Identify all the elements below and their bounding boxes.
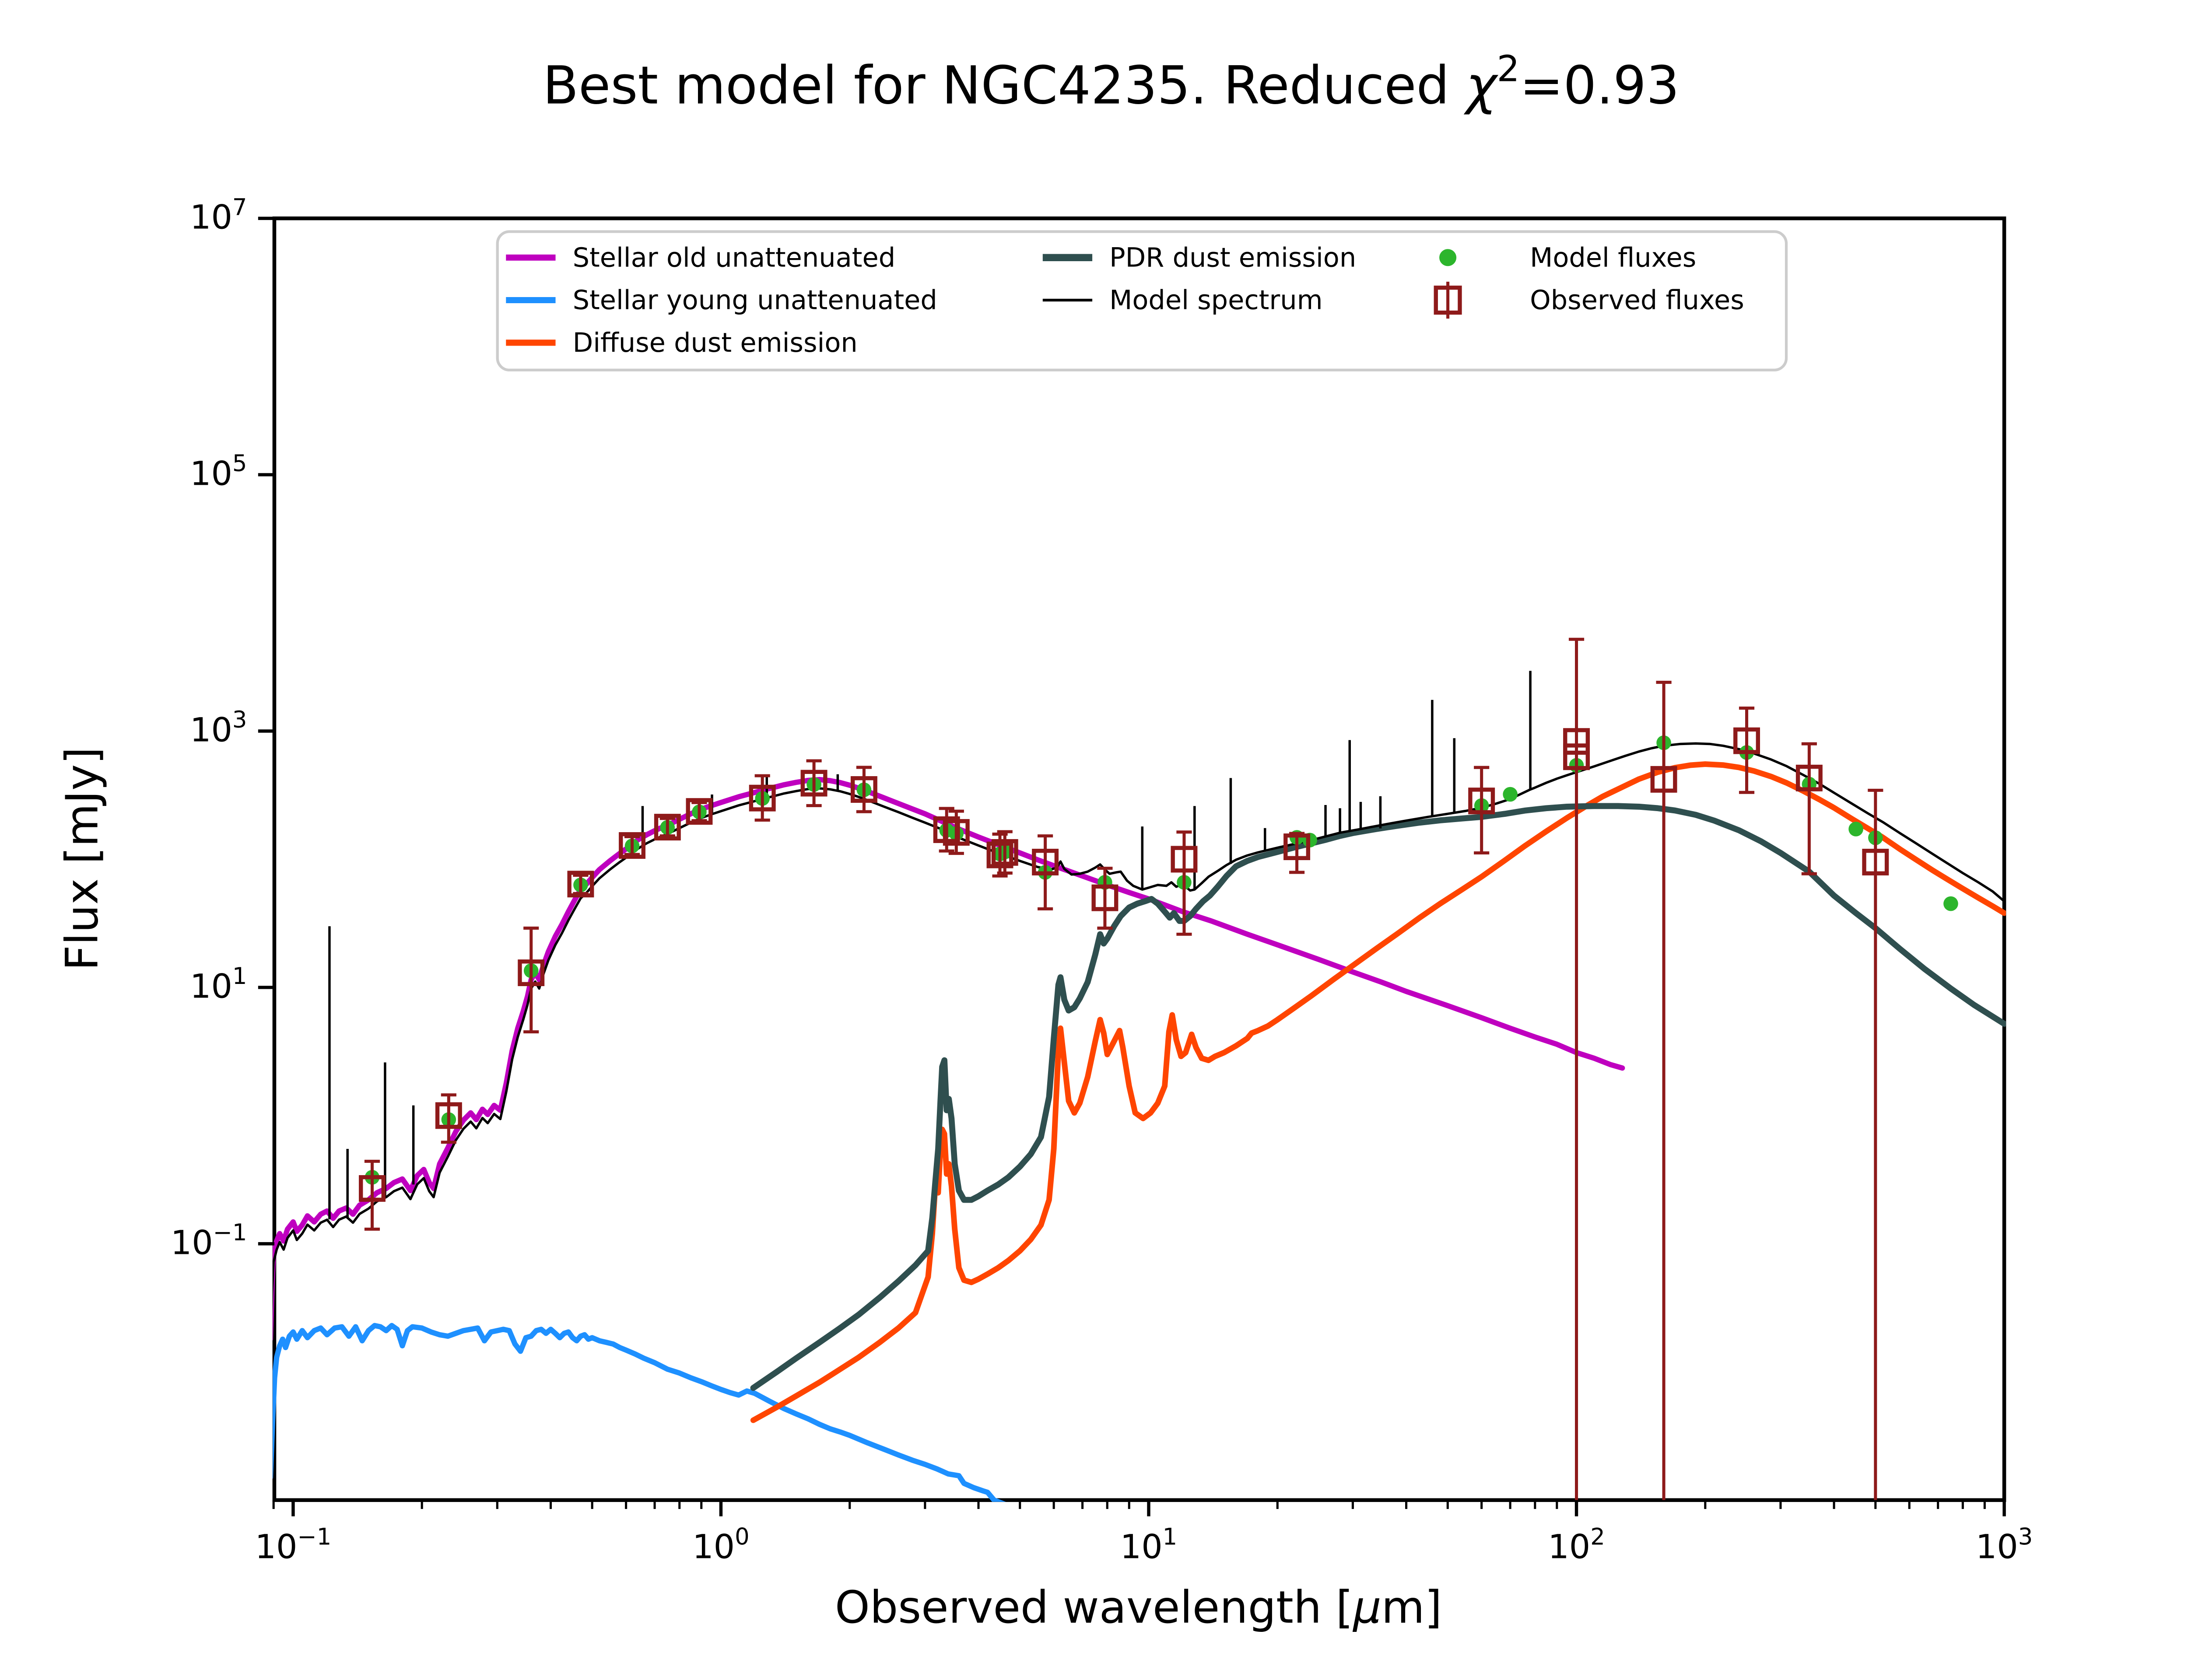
observed-flux-square [986, 841, 1013, 868]
observed-flux-square [850, 776, 877, 803]
curve-stellar-young-unattenuated [273, 1323, 1006, 1502]
legend-label: PDR dust emission [1109, 242, 1356, 273]
observed-flux-square [1563, 743, 1590, 770]
legend-item-model-fluxes: Model fluxes [1439, 242, 1696, 273]
y-axis-ticks: 10−1 101 103 105 107 [171, 194, 274, 1262]
legend-label: Stellar old unattenuated [573, 242, 896, 273]
model-flux-dot-swatch [1439, 249, 1457, 266]
legend-label: Model fluxes [1530, 242, 1696, 273]
observed-flux-square [1032, 849, 1059, 875]
observed-flux-square [1171, 846, 1198, 873]
curve-pdr-dust-emission [750, 803, 2006, 1391]
observed-flux-square [1468, 788, 1495, 815]
legend-label: Diffuse dust emission [573, 328, 858, 358]
observed-flux-square [1563, 728, 1590, 755]
observed-flux-square [567, 871, 594, 898]
legend: Stellar old unattenuated Stellar young u… [496, 230, 1788, 371]
emission-line-spikes [328, 671, 1532, 1220]
observed-flux-square [1795, 764, 1823, 791]
observed-flux-square [943, 819, 970, 846]
y-tick-label: 103 [190, 707, 247, 749]
legend-label: Observed fluxes [1530, 285, 1744, 316]
y-axis-label: Flux [mJy] [56, 747, 108, 971]
observed-flux-square [1283, 833, 1311, 861]
y-tick-label: 101 [190, 963, 247, 1005]
legend-item-stellar-old: Stellar old unattenuated [506, 242, 895, 273]
observed-flux-square [749, 784, 776, 812]
x-axis-ticks: 10−1 100 101 102 103 [255, 1500, 2033, 1566]
observed-flux-square [1862, 849, 1889, 875]
observed-flux-square [435, 1102, 462, 1129]
model-flux-dot [1503, 787, 1518, 802]
x-tick-label: 101 [1120, 1523, 1177, 1566]
legend-item-pdr-dust: PDR dust emission [1042, 242, 1356, 273]
chart-title: Best model for NGC4235. Reduced χ2=0.93 [543, 49, 1679, 116]
y-tick-label: 10−1 [171, 1219, 247, 1262]
legend-item-model-spectrum: Model spectrum [1042, 285, 1323, 316]
model-flux-dot [1943, 896, 1958, 911]
y-tick-label: 105 [190, 450, 247, 493]
x-tick-label: 100 [692, 1523, 749, 1566]
legend-box [496, 230, 1788, 371]
curve-diffuse-dust-emission [750, 761, 2006, 1423]
plot-frame [272, 216, 2006, 1502]
legend-item-diffuse-dust: Diffuse dust emission [506, 328, 858, 358]
observed-flux-markers [358, 637, 1889, 1500]
legend-item-observed-fluxes: Observed fluxes [1434, 281, 1744, 319]
observed-flux-square [518, 959, 545, 986]
x-axis-label: Observed wavelength [μm] [835, 1582, 1442, 1633]
observed-flux-square [991, 839, 1018, 866]
legend-label: Model spectrum [1109, 285, 1322, 316]
observed-flux-square [358, 1175, 386, 1202]
observed-flux-square [619, 832, 646, 859]
observed-flux-square-swatch [1434, 285, 1462, 315]
observed-flux-square [654, 814, 681, 841]
observed-flux-square [1650, 766, 1677, 793]
observed-flux-square [1091, 884, 1119, 911]
model-flux-dot [1848, 822, 1863, 836]
legend-label: Stellar young unattenuated [573, 285, 937, 316]
x-tick-label: 10−1 [255, 1523, 332, 1566]
observed-flux-square [686, 798, 713, 825]
y-tick-label: 107 [190, 194, 247, 236]
x-tick-label: 102 [1548, 1523, 1605, 1566]
x-tick-label: 103 [1976, 1523, 2033, 1566]
observed-flux-square [800, 770, 828, 797]
legend-item-stellar-young: Stellar young unattenuated [506, 285, 937, 316]
observed-flux-square [1733, 727, 1760, 754]
